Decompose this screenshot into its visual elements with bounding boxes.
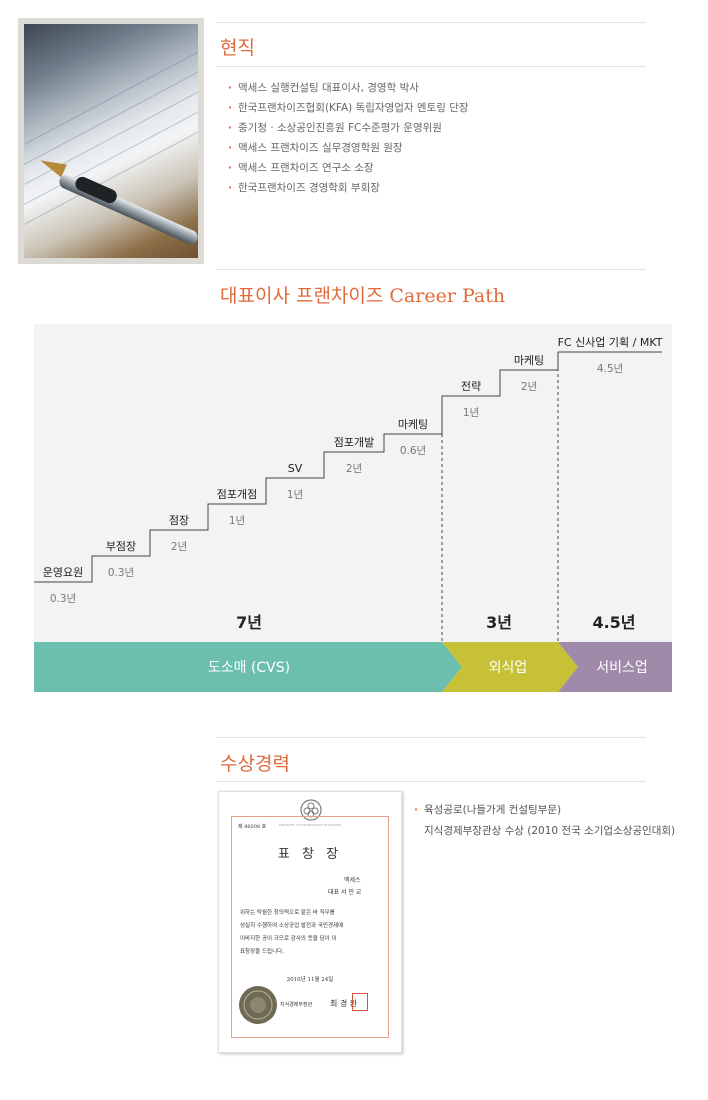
sector-band-food <box>442 642 578 692</box>
career-step-position: 점장 <box>169 514 189 527</box>
career-step-position: FC 신사업 기획 / MKT <box>558 336 663 349</box>
sector-name-service: 서비스업 <box>596 660 648 676</box>
cert-number: 제 86008 호 <box>238 824 267 830</box>
award-line-2: 지식경제부장관상 수상 (2010 전국 소기업소상공인대회) <box>424 825 676 837</box>
sector-total-service: 4.5년 <box>592 613 635 632</box>
cert-recipient: 대표 서 민 교 <box>328 889 362 896</box>
career-step-position: SV <box>288 462 303 475</box>
career-step-duration: 1년 <box>229 515 245 527</box>
current-list: 맥세스 실행컨설팅 대표이사, 경영학 박사 한국프랜차이즈협회(KFA) 독립… <box>228 78 469 198</box>
cert-signer: 지식경제부장관 <box>280 1002 313 1008</box>
career-step-duration: 4.5년 <box>597 363 623 375</box>
career-title: 대표이사 프랜차이즈 Career Path <box>220 285 506 307</box>
cert-signer-name: 최 경 환 <box>330 999 358 1008</box>
pen-paper-photo <box>24 24 198 258</box>
section-rule <box>216 66 646 67</box>
chart-background <box>34 324 672 642</box>
government-emblem-icon <box>300 799 322 821</box>
cert-date: 2010년 11월 24일 <box>286 977 334 983</box>
list-item: 한국프랜차이즈협회(KFA) 독립자영업자 멘토링 단장 <box>228 98 469 118</box>
gold-seal-icon <box>239 986 277 1024</box>
list-item: 맥세스 실행컨설팅 대표이사, 경영학 박사 <box>228 78 469 98</box>
awards-title: 수상경력 <box>220 753 290 775</box>
career-step-duration: 1년 <box>287 489 303 501</box>
career-step-duration: 2년 <box>521 381 537 393</box>
cert-title: 표 창 장 <box>277 847 343 862</box>
sector-total-food: 3년 <box>486 613 512 632</box>
career-step-position: 전략 <box>461 380 481 393</box>
official-stamp-icon <box>352 993 368 1011</box>
career-step-position: 점포개발 <box>334 436 374 449</box>
career-step-duration: 0.3년 <box>108 567 134 579</box>
career-step-position: 마케팅 <box>514 354 544 367</box>
photo-frame <box>18 18 204 264</box>
cert-org: 맥세스 <box>344 877 361 884</box>
career-step-position: 점포개점 <box>217 488 257 501</box>
section-rule <box>216 737 646 738</box>
list-item: 맥세스 프랜차이즈 연구소 소장 <box>228 158 469 178</box>
award-line-1: 육성공로(나들가게 컨설팅부문) <box>424 804 562 816</box>
list-item: 한국프랜차이즈 경영학회 부회장 <box>228 178 469 198</box>
career-step-duration: 0.3년 <box>50 593 76 605</box>
career-step-position: 운영요원 <box>43 566 83 579</box>
section-rule-top <box>216 22 646 23</box>
career-path-chart: 운영요원0.3년부점장0.3년점장2년점포개점1년SV1년점포개발2년마케팅0.… <box>34 324 672 692</box>
award-description: · 육성공로(나들가게 컨설팅부문) 지식경제부장관상 수상 (2010 전국 소… <box>414 800 675 842</box>
award-certificate: 제 86008 호 MINISTRY OF KNOWLEDGE ECONOMY … <box>218 791 402 1053</box>
current-title: 현직 <box>220 37 255 59</box>
sector-name-cvs: 도소매 (CVS) <box>208 660 290 676</box>
list-item: 중기청 · 소상공인진흥원 FC수준평가 운영위원 <box>228 118 469 138</box>
section-rule <box>216 781 646 782</box>
sector-name-food: 외식업 <box>489 660 528 676</box>
career-step-duration: 2년 <box>171 541 187 553</box>
sector-total-cvs: 7년 <box>236 613 262 632</box>
cert-header: MINISTRY OF KNOWLEDGE ECONOMY <box>278 823 342 827</box>
certificate-border: 제 86008 호 MINISTRY OF KNOWLEDGE ECONOMY … <box>231 816 389 1038</box>
career-step-duration: 0.6년 <box>400 445 426 457</box>
sector-band-service <box>558 642 672 692</box>
list-item: 맥세스 프랜차이즈 실무경영학원 원장 <box>228 138 469 158</box>
sector-band-cvs <box>34 642 462 692</box>
cert-body: 위하는 탁월한 창의력으로 맡은 바 직무를 성실히 수행하여 소상공업 발전과… <box>240 910 344 955</box>
section-rule <box>216 269 646 270</box>
career-step-position: 마케팅 <box>398 418 428 431</box>
career-step-duration: 1년 <box>463 407 479 419</box>
career-step-line <box>34 351 662 583</box>
career-step-duration: 2년 <box>346 463 362 475</box>
career-step-position: 부점장 <box>106 540 136 553</box>
